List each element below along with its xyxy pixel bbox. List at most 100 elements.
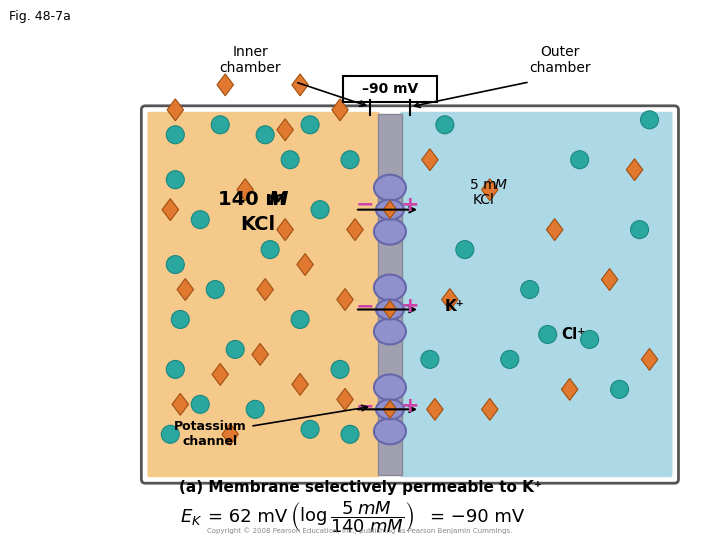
Circle shape	[341, 151, 359, 168]
Polygon shape	[601, 268, 618, 291]
Polygon shape	[217, 74, 233, 96]
Circle shape	[166, 360, 184, 379]
Polygon shape	[482, 399, 498, 420]
Bar	[378, 114, 402, 475]
Ellipse shape	[374, 418, 406, 444]
Polygon shape	[277, 219, 293, 241]
Circle shape	[571, 151, 589, 168]
Text: M: M	[495, 178, 507, 192]
Text: −: −	[356, 396, 374, 416]
Polygon shape	[297, 254, 313, 275]
Polygon shape	[383, 400, 397, 418]
Circle shape	[256, 126, 274, 144]
Polygon shape	[562, 379, 578, 400]
Text: Fig. 48-7a: Fig. 48-7a	[9, 10, 71, 23]
Circle shape	[539, 326, 557, 343]
Text: 140 m: 140 m	[218, 190, 286, 209]
Polygon shape	[482, 179, 498, 201]
Circle shape	[171, 310, 189, 328]
Circle shape	[166, 171, 184, 188]
Text: +: +	[400, 396, 419, 416]
Circle shape	[641, 111, 659, 129]
Polygon shape	[337, 288, 354, 310]
Circle shape	[611, 380, 629, 399]
Circle shape	[521, 281, 539, 299]
Polygon shape	[212, 363, 228, 386]
Text: Cl⁺: Cl⁺	[562, 327, 586, 342]
Ellipse shape	[374, 219, 406, 245]
Ellipse shape	[376, 300, 404, 320]
Circle shape	[211, 116, 229, 134]
Polygon shape	[347, 219, 364, 241]
Polygon shape	[383, 201, 397, 219]
Polygon shape	[252, 343, 269, 366]
Text: = −90 mV: = −90 mV	[430, 508, 524, 526]
Text: +: +	[400, 296, 419, 316]
Text: −: −	[356, 296, 374, 316]
Polygon shape	[162, 199, 179, 221]
Polygon shape	[237, 179, 253, 201]
Polygon shape	[257, 279, 274, 300]
Circle shape	[501, 350, 518, 368]
Ellipse shape	[374, 319, 406, 345]
Polygon shape	[292, 74, 308, 96]
Circle shape	[226, 340, 244, 359]
Circle shape	[311, 201, 329, 219]
Circle shape	[301, 420, 319, 438]
Circle shape	[421, 350, 439, 368]
Text: Outer
chamber: Outer chamber	[529, 45, 590, 75]
Polygon shape	[177, 279, 194, 300]
Text: Copyright © 2008 Pearson Education, Inc., publishing as Pearson Benjamin Cumming: Copyright © 2008 Pearson Education, Inc.…	[207, 528, 513, 534]
Polygon shape	[383, 300, 397, 319]
Polygon shape	[441, 288, 458, 310]
Circle shape	[161, 426, 179, 443]
Circle shape	[580, 330, 598, 348]
Polygon shape	[626, 159, 643, 181]
Text: K⁺: K⁺	[445, 299, 464, 314]
Circle shape	[631, 221, 649, 239]
Text: 5 m: 5 m	[470, 178, 497, 192]
Text: = 62 mV: = 62 mV	[208, 508, 287, 526]
Text: $\left(\log\dfrac{5\;m\mathit{M}}{140\;m\mathit{M}}\right)$: $\left(\log\dfrac{5\;m\mathit{M}}{140\;m…	[290, 500, 415, 535]
Ellipse shape	[376, 200, 404, 220]
Text: Inner
chamber: Inner chamber	[220, 45, 281, 75]
Text: KCl: KCl	[473, 193, 495, 207]
Ellipse shape	[374, 374, 406, 400]
Polygon shape	[167, 99, 184, 121]
Polygon shape	[422, 148, 438, 171]
Circle shape	[456, 241, 474, 259]
Ellipse shape	[376, 400, 404, 420]
Polygon shape	[337, 388, 354, 410]
Text: +: +	[400, 194, 419, 215]
Circle shape	[341, 426, 359, 443]
Text: M: M	[268, 190, 287, 209]
Circle shape	[331, 360, 349, 379]
FancyBboxPatch shape	[343, 76, 437, 102]
Polygon shape	[642, 348, 658, 370]
Text: Potassium
channel: Potassium channel	[174, 420, 247, 448]
Text: $E_K$: $E_K$	[180, 507, 203, 527]
Text: –90 mV: –90 mV	[362, 82, 418, 96]
Polygon shape	[427, 399, 443, 420]
Polygon shape	[546, 219, 563, 241]
Circle shape	[192, 395, 210, 413]
Polygon shape	[292, 373, 308, 395]
Circle shape	[246, 400, 264, 418]
Text: (a) Membrane selectively permeable to K⁺: (a) Membrane selectively permeable to K⁺	[179, 480, 541, 495]
Circle shape	[291, 310, 309, 328]
Polygon shape	[222, 423, 238, 446]
Circle shape	[261, 241, 279, 259]
Circle shape	[301, 116, 319, 134]
Circle shape	[281, 151, 299, 168]
FancyBboxPatch shape	[141, 106, 678, 483]
FancyBboxPatch shape	[148, 112, 380, 477]
Circle shape	[192, 211, 210, 228]
Ellipse shape	[374, 274, 406, 300]
Text: KCl: KCl	[240, 215, 275, 234]
Circle shape	[436, 116, 454, 134]
Circle shape	[166, 255, 184, 274]
Circle shape	[166, 126, 184, 144]
Polygon shape	[277, 119, 293, 141]
FancyBboxPatch shape	[400, 112, 672, 477]
Polygon shape	[332, 99, 348, 121]
